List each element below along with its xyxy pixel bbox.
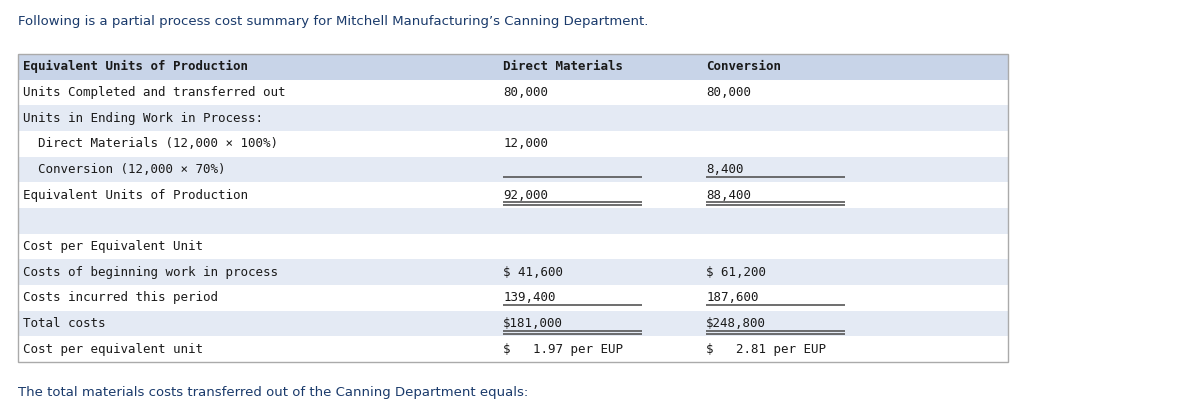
Text: 12,000: 12,000	[503, 137, 548, 150]
Bar	[18, 54, 1008, 80]
Bar	[18, 285, 1008, 311]
Bar	[18, 182, 1008, 208]
Text: 139,400: 139,400	[503, 291, 556, 304]
Text: Equivalent Units of Production: Equivalent Units of Production	[23, 60, 248, 74]
Text: 187,600: 187,600	[706, 291, 758, 304]
Text: $181,000: $181,000	[503, 317, 563, 330]
Bar	[18, 259, 1008, 285]
Text: Cost per equivalent unit: Cost per equivalent unit	[23, 343, 203, 356]
Bar	[18, 157, 1008, 182]
Bar	[18, 105, 1008, 131]
Text: Costs incurred this period: Costs incurred this period	[23, 291, 218, 304]
Text: Direct Materials: Direct Materials	[503, 60, 623, 73]
Bar	[18, 80, 1008, 105]
Text: 88,400: 88,400	[706, 189, 751, 202]
Text: Units Completed and transferred out: Units Completed and transferred out	[23, 86, 286, 99]
Text: Units in Ending Work in Process:: Units in Ending Work in Process:	[23, 112, 263, 125]
Text: 92,000: 92,000	[503, 189, 548, 202]
Bar	[18, 54, 1008, 362]
Text: Conversion: Conversion	[706, 60, 781, 73]
Bar	[18, 234, 1008, 259]
Text: 8,400: 8,400	[706, 163, 744, 176]
Text: Total costs: Total costs	[23, 317, 106, 330]
Text: Cost per Equivalent Unit: Cost per Equivalent Unit	[23, 240, 203, 253]
Text: 80,000: 80,000	[503, 86, 548, 99]
Bar	[18, 311, 1008, 336]
Text: Direct Materials (12,000 × 100%): Direct Materials (12,000 × 100%)	[23, 137, 278, 150]
Text: $ 61,200: $ 61,200	[706, 266, 766, 279]
Text: $ 41,600: $ 41,600	[503, 266, 563, 279]
Text: $248,800: $248,800	[706, 317, 766, 330]
Bar	[18, 54, 1008, 362]
Text: $   2.81 per EUP: $ 2.81 per EUP	[706, 343, 826, 356]
Text: Following is a partial process cost summary for Mitchell Manufacturing’s Canning: Following is a partial process cost summ…	[18, 15, 648, 27]
Text: $   1.97 per EUP: $ 1.97 per EUP	[503, 343, 623, 356]
Bar	[18, 336, 1008, 362]
Bar	[18, 208, 1008, 234]
Text: The total materials costs transferred out of the Canning Department equals:: The total materials costs transferred ou…	[18, 386, 528, 399]
Text: 80,000: 80,000	[706, 86, 751, 99]
Text: Costs of beginning work in process: Costs of beginning work in process	[23, 266, 278, 279]
Text: Equivalent Units of Production: Equivalent Units of Production	[23, 189, 248, 202]
Text: Conversion (12,000 × 70%): Conversion (12,000 × 70%)	[23, 163, 226, 176]
Bar	[18, 131, 1008, 157]
